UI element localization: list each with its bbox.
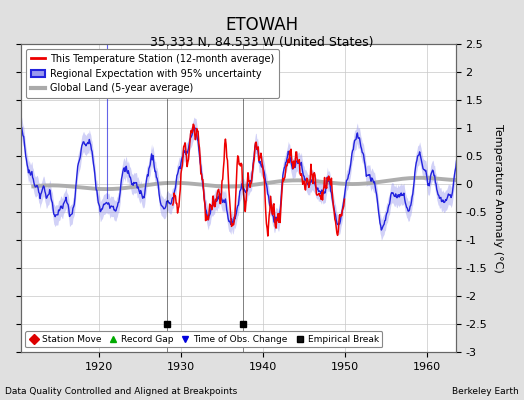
Y-axis label: Temperature Anomaly (°C): Temperature Anomaly (°C): [493, 124, 503, 272]
Text: 35.333 N, 84.533 W (United States): 35.333 N, 84.533 W (United States): [150, 36, 374, 49]
Legend: Station Move, Record Gap, Time of Obs. Change, Empirical Break: Station Move, Record Gap, Time of Obs. C…: [26, 331, 383, 348]
Text: Data Quality Controlled and Aligned at Breakpoints: Data Quality Controlled and Aligned at B…: [5, 387, 237, 396]
Text: Berkeley Earth: Berkeley Earth: [452, 387, 519, 396]
Text: ETOWAH: ETOWAH: [225, 16, 299, 34]
